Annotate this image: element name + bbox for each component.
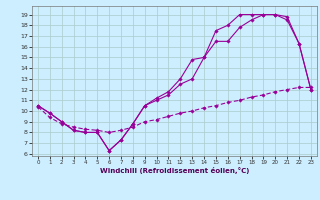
X-axis label: Windchill (Refroidissement éolien,°C): Windchill (Refroidissement éolien,°C) <box>100 167 249 174</box>
